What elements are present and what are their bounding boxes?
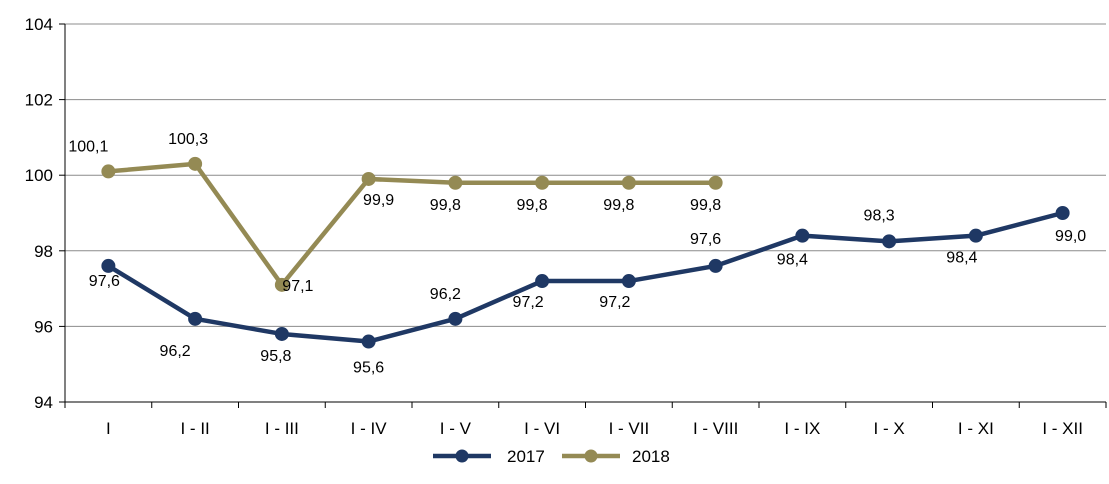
data-label-2017: 98,3: [864, 207, 895, 224]
series-line-2018: [108, 161, 716, 288]
data-label-2017: 96,2: [430, 286, 461, 303]
x-tick-label: I - V: [440, 419, 472, 438]
x-tick-label: I - III: [265, 419, 299, 438]
y-tick-label: 98: [34, 242, 53, 261]
data-label-2017: 96,2: [160, 343, 191, 360]
data-label-2018: 100,1: [68, 138, 108, 155]
x-axis-ticks: I I - II I - III I - IV I - V I - VI I - VII I …: [106, 419, 1083, 438]
data-label-2018: 100,3: [168, 131, 208, 148]
x-tick-label: I: [106, 419, 111, 438]
data-point-2018: [361, 171, 376, 186]
x-tick-label: I - IX: [784, 419, 820, 438]
y-tick-label: 102: [25, 91, 53, 110]
data-label-2018: 99,8: [603, 197, 634, 214]
data-point-2017: [882, 234, 897, 249]
gridlines: [65, 23, 1106, 327]
data-point-2017: [188, 311, 203, 326]
data-point-2017: [621, 274, 636, 289]
x-tick-label: I - II: [180, 419, 209, 438]
data-point-2018: [101, 164, 116, 179]
data-label-2017: 95,6: [353, 360, 384, 377]
legend-marker-2018: [584, 449, 598, 463]
data-point-2018: [448, 175, 463, 190]
series-line-2017: [107, 210, 1064, 344]
y-axis-ticks: 94 96 98 100 102 104: [25, 15, 53, 412]
data-point-2018: [274, 277, 289, 292]
data-label-2017: 98,4: [777, 252, 808, 269]
data-label-2018: 99,9: [363, 192, 394, 209]
data-point-2017: [101, 258, 116, 273]
data-labels: 97,6 96,2 95,8 95,6 96,2 97,2 97,2 97,6 98,4 98,3…: [68, 131, 1086, 377]
data-point-2017: [708, 258, 723, 273]
data-point-2017: [1055, 206, 1070, 220]
data-label-2017: 97,6: [89, 273, 120, 290]
data-point-2017: [795, 228, 810, 243]
data-label-2018: 97,1: [282, 278, 313, 295]
data-label-2018: 99,8: [430, 197, 461, 214]
data-point-2018: [535, 175, 550, 190]
legend: 2017 2018: [433, 447, 670, 466]
data-label-2017: 97,2: [513, 294, 544, 311]
data-point-2018: [621, 175, 636, 190]
legend-label-2017: 2017: [507, 447, 545, 466]
x-tick-label: I - X: [874, 419, 905, 438]
x-tick-label: I - VI: [524, 419, 560, 438]
data-point-2018: [708, 175, 723, 190]
data-point-2017: [968, 228, 983, 243]
y-tick-label: 96: [34, 317, 53, 336]
data-point-2017: [274, 326, 289, 341]
data-label-2018: 99,8: [517, 197, 548, 214]
y-tick-label: 94: [34, 393, 53, 412]
data-label-2017: 99,0: [1055, 228, 1086, 245]
series-group: [101, 156, 1070, 349]
data-label-2017: 98,4: [946, 250, 977, 267]
data-label-2017: 97,6: [690, 231, 721, 248]
data-point-2017: [448, 311, 463, 326]
data-label-2017: 95,8: [260, 348, 291, 365]
x-tick-label: I - VIII: [693, 419, 738, 438]
axes: [59, 23, 1107, 408]
data-label-2018: 99,8: [690, 197, 721, 214]
legend-marker-2017: [455, 449, 469, 463]
data-point-2017: [361, 334, 376, 349]
x-tick-label: I - XII: [1042, 419, 1083, 438]
x-tick-label: I - VII: [609, 419, 650, 438]
data-point-2017: [535, 274, 550, 289]
y-tick-label: 104: [25, 15, 53, 34]
y-tick-label: 100: [25, 166, 53, 185]
data-point-2018: [188, 156, 203, 171]
x-tick-label: I - IV: [351, 419, 388, 438]
x-tick-label: I - XI: [958, 419, 994, 438]
legend-label-2018: 2018: [632, 447, 670, 466]
data-label-2017: 97,2: [599, 294, 630, 311]
